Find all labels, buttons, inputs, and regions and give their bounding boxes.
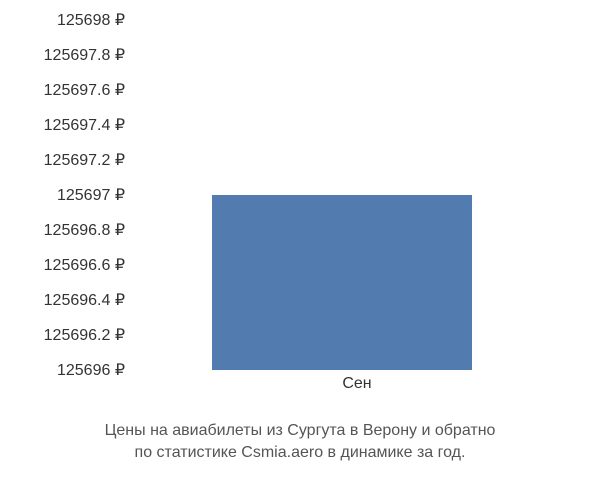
chart-caption: Цены на авиабилеты из Сургута в Верону и… — [0, 420, 600, 465]
y-axis: 125698 ₽ 125697.8 ₽ 125697.6 ₽ 125697.4 … — [0, 10, 130, 360]
y-tick-label: 125696.4 ₽ — [44, 290, 125, 310]
caption-line-1: Цены на авиабилеты из Сургута в Верону и… — [0, 420, 600, 442]
x-tick-label: Сен — [132, 375, 582, 393]
y-tick-label: 125697 ₽ — [57, 185, 125, 205]
y-tick-label: 125697.6 ₽ — [44, 80, 125, 100]
y-tick-label: 125696.6 ₽ — [44, 255, 125, 275]
chart-container: 125698 ₽ 125697.8 ₽ 125697.6 ₽ 125697.4 … — [0, 0, 600, 500]
plot-area — [132, 10, 582, 360]
y-tick-label: 125697.4 ₽ — [44, 115, 125, 135]
y-tick-label: 125696 ₽ — [57, 360, 125, 380]
y-tick-label: 125696.2 ₽ — [44, 325, 125, 345]
y-tick-label: 125698 ₽ — [57, 10, 125, 30]
caption-line-2: по статистике Csmia.aero в динамике за г… — [0, 442, 600, 464]
y-tick-label: 125696.8 ₽ — [44, 220, 125, 240]
bar-sep — [212, 195, 472, 370]
y-tick-label: 125697.8 ₽ — [44, 45, 125, 65]
y-tick-label: 125697.2 ₽ — [44, 150, 125, 170]
